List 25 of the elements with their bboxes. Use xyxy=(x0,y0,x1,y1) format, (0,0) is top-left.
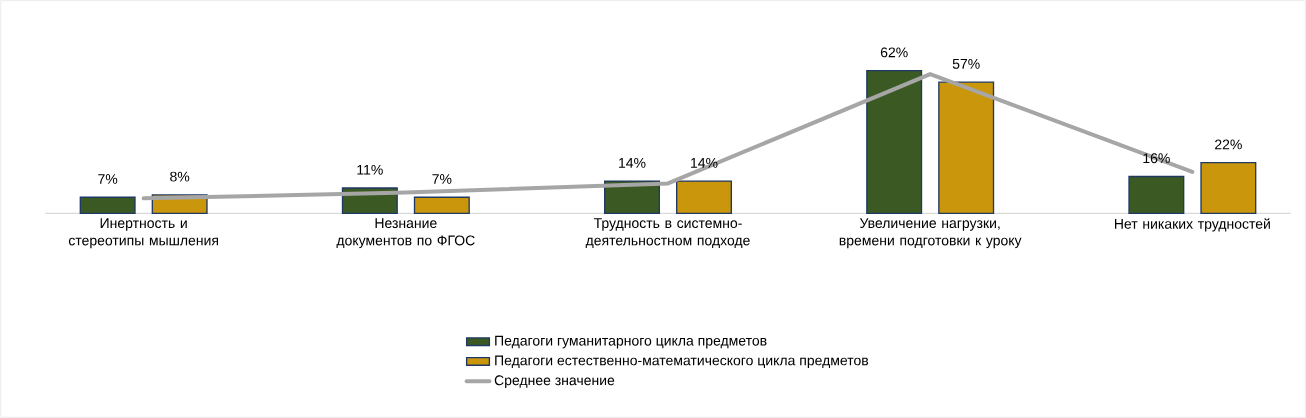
bar xyxy=(866,69,923,214)
bar xyxy=(1200,162,1257,214)
x-tick-label: Незнание документов по ФГОС xyxy=(336,218,475,249)
bar xyxy=(1128,175,1185,214)
x-tick-label: Трудность в системно-деятельностном подходе xyxy=(585,218,750,249)
data-label: 11% xyxy=(357,164,383,175)
data-label: 62% xyxy=(880,47,908,58)
data-label: 7% xyxy=(98,174,118,184)
bar xyxy=(413,196,470,214)
legend-label: Педагоги естественно-математического цикла предметов xyxy=(495,355,869,369)
data-label: 16% xyxy=(1143,153,1170,164)
x-tick-label: Увеличение нагрузки, времени подготовки к уроку xyxy=(839,218,1022,249)
x-tick-label: Нет никаких трудностей xyxy=(1115,218,1270,232)
bar xyxy=(676,180,733,214)
legend-label: Педагоги гуманитарного цикла предметов xyxy=(495,335,767,349)
data-label: 57% xyxy=(952,58,980,69)
x-tick-label: Инертность и стереотипы мышления xyxy=(68,218,219,249)
data-label: 22% xyxy=(1215,139,1242,150)
bar xyxy=(938,81,995,214)
data-label: 14% xyxy=(619,157,646,168)
bar xyxy=(79,196,136,214)
legend-label: Среднее значение xyxy=(494,375,615,388)
data-label: 14% xyxy=(691,157,718,168)
data-label: 8% xyxy=(170,171,190,182)
data-label: 7% xyxy=(432,174,452,184)
